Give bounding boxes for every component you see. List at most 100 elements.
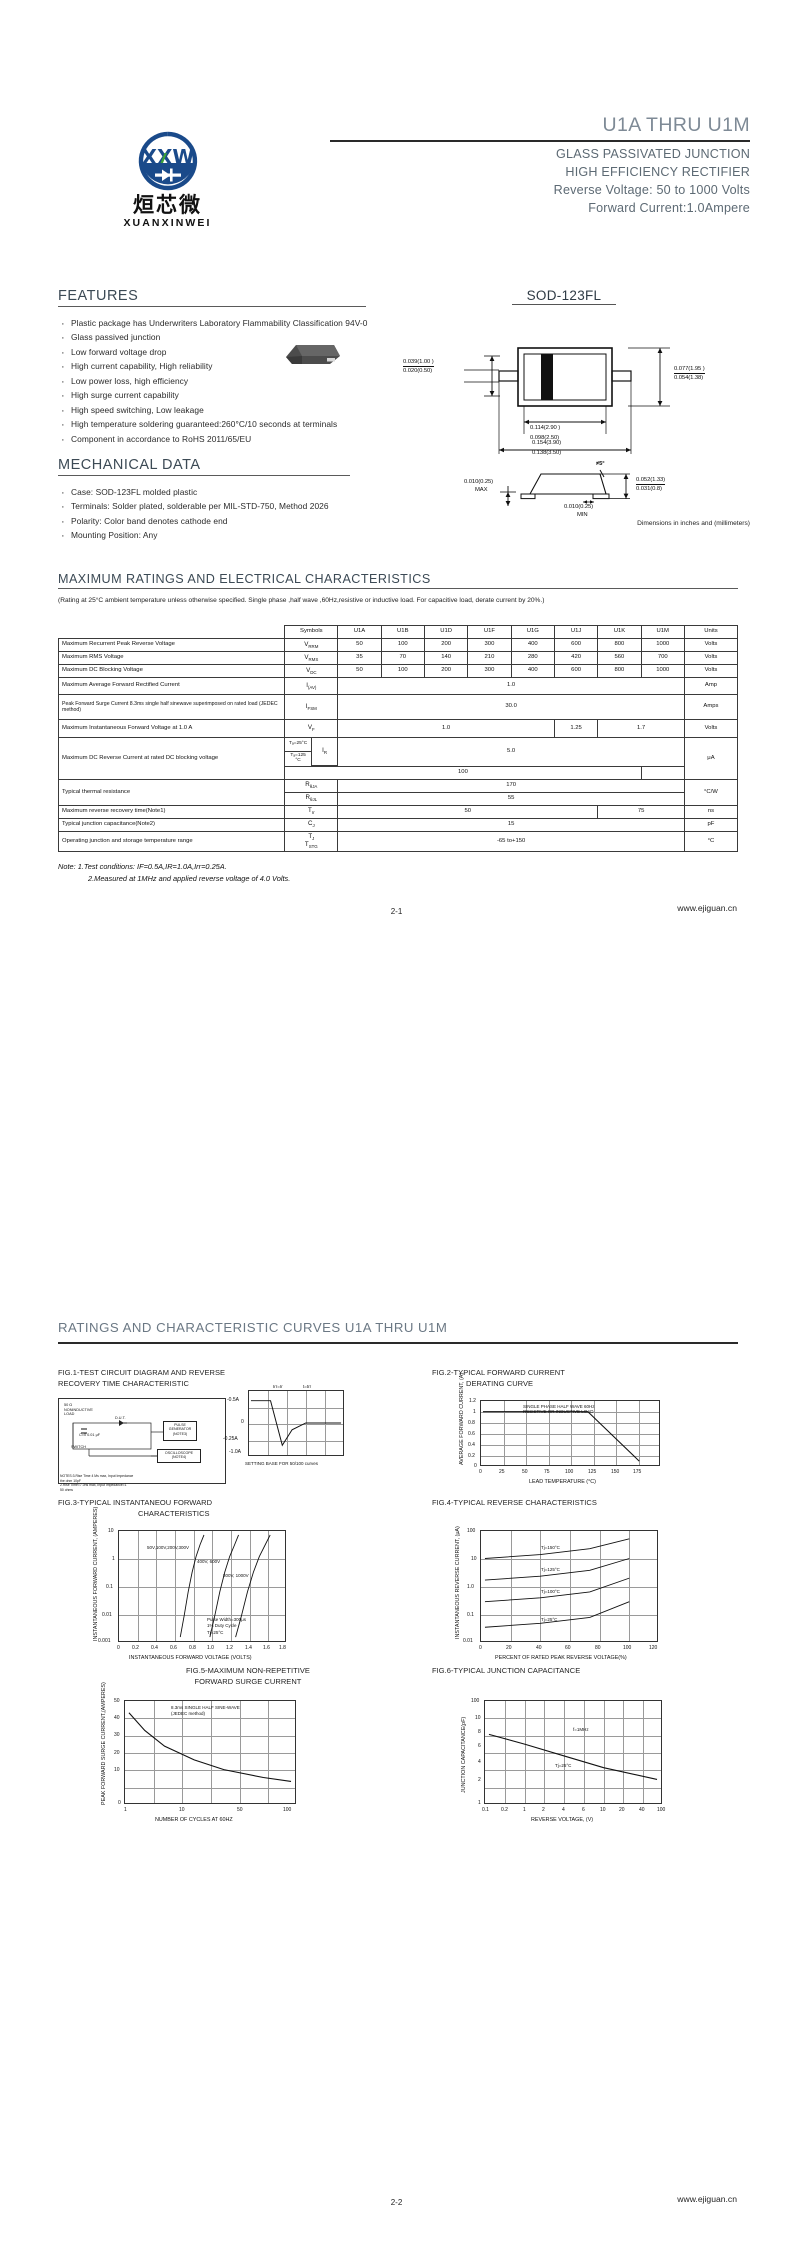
cell-unit: pF — [683, 817, 739, 832]
dim-lead-thickness-qualifier: MAX — [475, 487, 488, 493]
figure-4-caption: FIG.4-TYPICAL REVERSE CHARACTERISTICS — [432, 1498, 597, 1507]
x-tick-label: 75 — [544, 1469, 550, 1475]
package-drawing-section: SOD-123FL — [286, 288, 750, 527]
cell-unit: Amp — [683, 677, 739, 695]
cell-value: 560 — [597, 651, 642, 665]
company-name-pinyin: XUANXINWEI — [123, 217, 212, 230]
footnote-2: 2.Measured at 1MHz and applied reverse v… — [88, 873, 291, 883]
series-label: Tj=150°C — [541, 1545, 560, 1550]
series-label: 50V,100V,200V,300V — [147, 1545, 190, 1550]
cell-value: 800 — [597, 638, 642, 652]
x-tick-label: 40 — [536, 1645, 542, 1651]
page-title: U1A THRU U1M — [602, 114, 750, 136]
y-tick-label: 0.4 — [468, 1442, 475, 1448]
cell-value: 100 — [380, 664, 425, 678]
row-symbol: TJ TSTG — [284, 830, 339, 852]
ratings-note: (Rating at 25°C ambient temperature unle… — [58, 597, 545, 604]
list-item: Low forward voltage drop — [58, 344, 366, 364]
page2-title: RATINGS AND CHARACTERISTIC CURVES U1A TH… — [58, 1320, 448, 1335]
col-header-part: U1D — [423, 625, 469, 639]
list-item: High temperature soldering guaranteed:26… — [58, 416, 366, 436]
row-symbol: I(AV) — [284, 677, 339, 695]
col-header-part: U1M — [640, 625, 685, 639]
dim-overall-width-max: 0.154(3.90) — [532, 440, 562, 446]
x-axis-title: INSTANTANEOUS FORWARD VOLTAGE (VOLTS) — [129, 1655, 252, 1661]
cell-value-span: -65 to+150 — [337, 830, 685, 852]
table-header-row: Symbols U1A U1B U1D U1F U1G U1J U1K U1M … — [59, 625, 739, 639]
table-row: Operating junction and storage temperatu… — [57, 830, 739, 852]
page-number: 2-2 — [390, 2198, 403, 2207]
y-tick-label: 1 — [112, 1556, 115, 1562]
y-tick-label: 1 — [473, 1409, 476, 1415]
cell-value: 50 — [337, 638, 382, 652]
y-tick-label: 10 — [471, 1556, 477, 1562]
x-tick-label: 175 — [633, 1469, 642, 1475]
dim-body-height-max: 0.077(1.95 ) — [674, 366, 705, 374]
x-tick-label: 0.1 — [482, 1807, 489, 1813]
col-header-units: Units — [683, 625, 739, 639]
col-header-part: U1G — [510, 625, 555, 639]
x-tick-label: 0.6 — [170, 1645, 177, 1651]
cell-value: 210 — [467, 651, 512, 665]
cell-unit: ns — [683, 804, 739, 819]
features-list: Plastic package has Underwriters Laborat… — [58, 315, 367, 450]
row-symbol: IR — [310, 738, 338, 766]
x-tick-label: 6 — [582, 1807, 585, 1813]
table-row: Peak Forward Surge Current 8.3ms single … — [57, 694, 739, 720]
cell-value: 400 — [510, 638, 555, 652]
y-tick-label: 10 — [108, 1528, 114, 1534]
x-axis-title: REVERSE VOLTAGE, (V) — [531, 1817, 594, 1823]
cell-value: 600 — [553, 638, 599, 652]
y-tick-label: 2 — [478, 1777, 481, 1783]
y-tick-label: 0 — [118, 1800, 121, 1806]
x-tick-label: 20 — [506, 1645, 512, 1651]
series-label: Tj=100°C — [541, 1589, 560, 1594]
y-tick-label: 100 — [467, 1528, 476, 1534]
package-photo — [278, 337, 346, 369]
list-item: Glass passived junction — [58, 329, 366, 349]
figure-1-notes: NOTES:3.Rise Time 4 Ms max, Input Impeda… — [60, 1474, 134, 1492]
pulse-generator-block: PULSE GENERATOR (NOTE3) — [163, 1421, 197, 1442]
cell-value-span: 15 — [337, 817, 685, 832]
header-subtitle-line1: GLASS PASSIVATED JUNCTION — [556, 147, 750, 161]
x-tick-label: 1.8 — [279, 1645, 286, 1651]
x-tick-label: 20 — [619, 1807, 625, 1813]
label-switch: SWITCH — [71, 1445, 86, 1450]
x-tick-label: 50 — [522, 1469, 528, 1475]
table-row: Maximum DC Blocking Voltage VDC 50 100 2… — [57, 664, 739, 678]
x-tick-label: 60 — [565, 1645, 571, 1651]
cell-unit: Volts — [683, 651, 739, 665]
cell-unit: Amps — [683, 694, 739, 720]
row-label: Typical junction capacitance(Note2) — [57, 817, 286, 832]
x-tick-label: 10 — [600, 1807, 606, 1813]
figure-5-annotation: 8.3ms SINGLE HALF SINE-WAVE (JEDEC metho… — [171, 1705, 240, 1717]
footnotes-block: Note: 1.Test conditions: IF=0.5A,IR=1.0A… — [58, 861, 290, 885]
y-tick-label: -0.25A — [223, 1436, 238, 1442]
figure-1: FIG.1-TEST CIRCUIT DIAGRAM AND REVERSE R… — [58, 1368, 358, 1492]
mechanical-data-divider — [58, 475, 350, 476]
y-tick-label: 4 — [478, 1759, 481, 1765]
x-tick-label: 10 — [179, 1807, 185, 1813]
cell-unit: μA — [683, 737, 739, 780]
y-tick-label: 0 — [241, 1419, 244, 1425]
cell-unit: Volts — [683, 664, 739, 678]
y-tick-label: 0.2 — [468, 1453, 475, 1459]
figure-6: FIG.6-TYPICAL JUNCTION CAPACITANCE f=1MH… — [432, 1666, 752, 1823]
dim-body-height-min: 0.054(1.38) — [674, 375, 704, 381]
package-dimension-note: Dimensions in inches and (millimeters) — [637, 520, 750, 527]
series-label: Tj=125°C — [541, 1567, 560, 1572]
svg-text:XXW: XXW — [141, 145, 194, 169]
row-label: Maximum DC Reverse Current at rated DC b… — [57, 737, 286, 780]
header-spec-forward-current: Forward Current:1.0Ampere — [588, 200, 750, 215]
dim-height-max: 0.039(1.00 ) — [403, 359, 434, 367]
row-label: Maximum reverse recovery time(Note1) — [57, 804, 286, 819]
figure-5: FIG.5-MAXIMUM NON-REPETITIVE FORWARD SUR… — [58, 1666, 378, 1823]
y-axis-title: JUNCTION CAPACITANCE(pF) — [461, 1716, 467, 1793]
y-tick-label: 0.01 — [102, 1612, 112, 1618]
cell-value-span: 1.7 — [597, 719, 685, 738]
label-capacitor: C=0 0.01 μF — [79, 1433, 101, 1438]
cell-value: 140 — [423, 651, 469, 665]
row-label: Maximum DC Blocking Voltage — [57, 664, 286, 678]
footer-website: www.ejiguan.cn — [677, 903, 737, 913]
dim-body-width-min: 0.098(2.50) — [530, 435, 560, 441]
